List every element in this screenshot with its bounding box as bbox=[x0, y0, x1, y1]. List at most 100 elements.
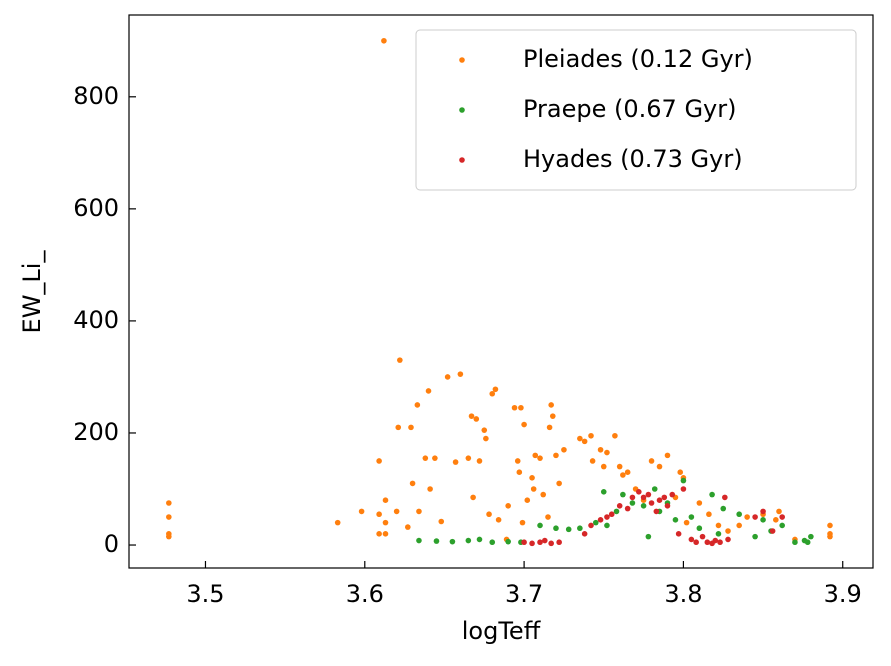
point bbox=[553, 525, 559, 532]
y-tick-label: 800 bbox=[73, 82, 119, 110]
point bbox=[524, 497, 531, 504]
point bbox=[597, 517, 604, 523]
point bbox=[334, 519, 341, 526]
point bbox=[545, 514, 551, 520]
point bbox=[358, 508, 365, 515]
point bbox=[752, 533, 758, 540]
point bbox=[405, 524, 411, 530]
point bbox=[473, 416, 480, 422]
point bbox=[546, 424, 553, 431]
point bbox=[688, 514, 695, 520]
point bbox=[483, 435, 489, 442]
point bbox=[616, 463, 623, 470]
point bbox=[779, 514, 785, 520]
point bbox=[588, 522, 594, 529]
point bbox=[776, 508, 782, 515]
point bbox=[433, 538, 440, 544]
point bbox=[696, 525, 703, 532]
point bbox=[416, 537, 422, 544]
point bbox=[549, 413, 556, 419]
point bbox=[792, 539, 798, 546]
point bbox=[577, 435, 583, 442]
point bbox=[438, 518, 445, 525]
point bbox=[629, 500, 636, 506]
point bbox=[736, 511, 742, 518]
point bbox=[432, 455, 438, 461]
point bbox=[722, 494, 728, 501]
point bbox=[808, 533, 814, 540]
point bbox=[540, 491, 547, 498]
point bbox=[511, 404, 518, 411]
point bbox=[720, 505, 727, 512]
point bbox=[608, 511, 615, 518]
legend-box bbox=[415, 29, 857, 191]
point bbox=[395, 424, 402, 431]
point bbox=[381, 37, 387, 44]
x-tick-label: 3.6 bbox=[346, 580, 384, 608]
point bbox=[414, 402, 421, 408]
point bbox=[636, 489, 642, 495]
point bbox=[481, 427, 488, 433]
point bbox=[561, 446, 567, 453]
plot-frame bbox=[128, 14, 874, 569]
point bbox=[486, 511, 492, 518]
point bbox=[166, 514, 172, 520]
point bbox=[640, 494, 647, 501]
point bbox=[604, 514, 610, 520]
point bbox=[382, 519, 389, 526]
point bbox=[656, 463, 663, 470]
point bbox=[542, 537, 548, 544]
point bbox=[505, 538, 511, 545]
point bbox=[688, 536, 695, 543]
point bbox=[422, 455, 429, 461]
point bbox=[613, 508, 620, 515]
point bbox=[677, 469, 684, 475]
x-axis-label: logTeff bbox=[462, 617, 541, 645]
point bbox=[704, 539, 711, 546]
legend-label: Pleiades (0.12 Gyr) bbox=[523, 45, 753, 73]
point bbox=[624, 505, 631, 512]
point bbox=[518, 404, 524, 411]
point bbox=[489, 539, 496, 546]
point bbox=[514, 458, 521, 464]
y-tick-label: 400 bbox=[73, 306, 119, 334]
point bbox=[699, 533, 706, 540]
point bbox=[382, 497, 389, 504]
legend-marker bbox=[459, 157, 465, 163]
point bbox=[661, 494, 668, 501]
point bbox=[382, 531, 389, 537]
point bbox=[706, 511, 712, 518]
point bbox=[492, 386, 499, 393]
point bbox=[588, 432, 594, 439]
point bbox=[495, 517, 502, 523]
x-tick-label: 3.5 bbox=[186, 580, 224, 608]
point bbox=[640, 503, 647, 509]
point bbox=[620, 472, 626, 478]
point bbox=[521, 421, 527, 428]
point bbox=[653, 508, 660, 515]
point bbox=[744, 514, 750, 520]
point bbox=[470, 494, 476, 501]
point bbox=[760, 508, 766, 515]
point bbox=[715, 531, 722, 537]
point bbox=[376, 531, 382, 537]
point bbox=[725, 528, 731, 534]
legend-label: Hyades (0.73 Gyr) bbox=[523, 145, 743, 173]
point bbox=[465, 455, 472, 461]
point bbox=[680, 477, 687, 484]
point bbox=[397, 357, 403, 363]
point bbox=[680, 486, 687, 492]
point bbox=[773, 517, 779, 523]
point bbox=[408, 424, 414, 431]
x-tick-label: 3.9 bbox=[824, 580, 862, 608]
point bbox=[519, 519, 526, 526]
point bbox=[516, 469, 523, 475]
point bbox=[656, 497, 663, 504]
point bbox=[620, 491, 626, 498]
point bbox=[604, 522, 610, 529]
point bbox=[548, 540, 554, 547]
point bbox=[532, 452, 539, 459]
point bbox=[725, 536, 731, 543]
point bbox=[505, 503, 511, 509]
